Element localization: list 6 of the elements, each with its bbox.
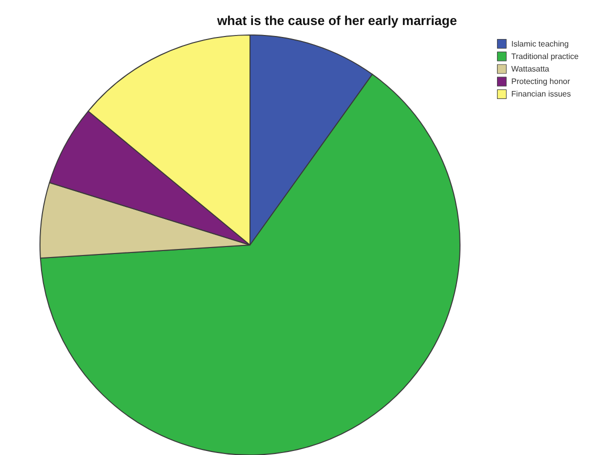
chart-title: what is the cause of her early marriage — [216, 13, 457, 28]
legend-label: Islamic teaching — [511, 39, 569, 48]
legend-label: Wattasatta — [511, 64, 550, 74]
legend-label: Traditional practice — [511, 52, 580, 61]
legend-label: Financian issues — [511, 90, 571, 99]
legend-label: Protecting honor — [511, 77, 570, 86]
